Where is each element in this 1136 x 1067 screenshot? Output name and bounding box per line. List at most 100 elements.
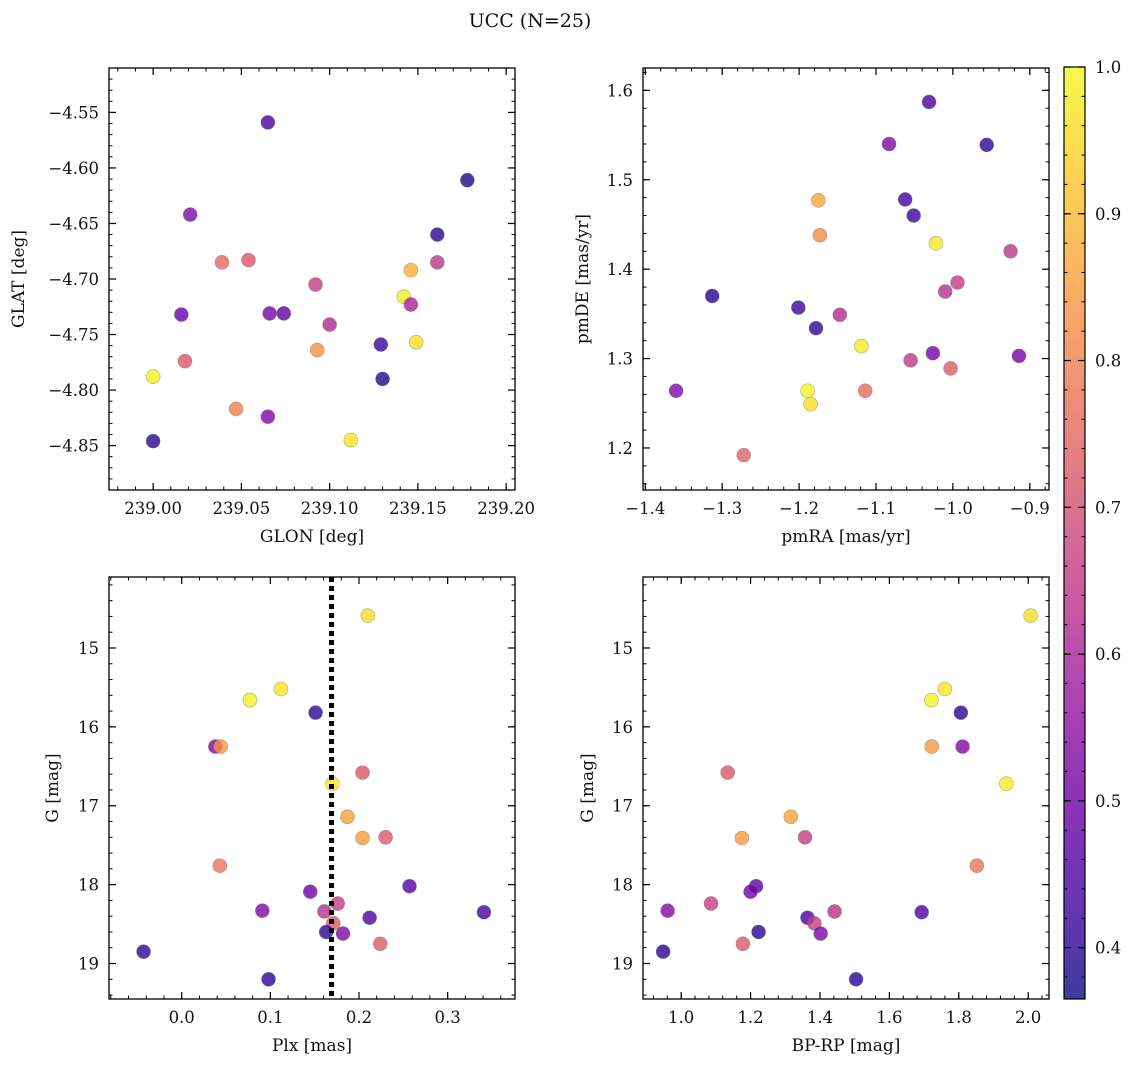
y-tick-label: 17 [612,797,633,816]
data-point [372,936,388,952]
y-axis-label: G [mag] [578,753,598,822]
x-tick-label: −1.0 [933,499,973,518]
x-tick-label: −1.2 [779,499,819,518]
y-tick-label: −4.85 [48,437,99,456]
data-point [969,858,985,873]
data-point [340,809,355,825]
data-point [360,608,376,623]
colorbar-tick-label: 0.5 [1095,792,1121,811]
data-point [145,369,161,385]
data-point [937,681,953,697]
y-tick-label: 1.3 [607,350,633,369]
x-tick-label: 239.00 [124,499,182,518]
data-point [668,383,684,399]
data-point [262,306,277,321]
y-tick-label: −4.75 [48,326,99,345]
proper-motion-panel: −1.4 −1.3 −1.2 −1.1 −1.0 −0.9 1.2 1.3 1.4 1.5 1.6 p… [573,67,1050,547]
data-point [212,858,228,873]
scatter-points [136,608,492,987]
data-point [343,432,359,448]
data-point [302,884,318,900]
y-tick-label: 16 [612,718,633,737]
scatter-points [655,608,1038,987]
y-tick-label: 1.6 [607,81,633,100]
data-point [800,383,815,399]
data-point [955,739,970,754]
data-point [924,739,940,754]
data-point [703,896,719,911]
data-point [943,361,958,376]
data-point [881,136,897,152]
x-tick-label: −1.4 [625,499,665,518]
data-point [362,910,377,926]
data-point [811,193,826,208]
y-tick-label: 19 [78,955,99,974]
data-point [255,903,270,918]
data-point [812,227,828,243]
y-tick-label: 1.2 [607,439,633,458]
y-tick-label: −4.80 [48,381,99,400]
data-point [460,172,475,188]
figure-title: UCC (N=25) [469,10,592,32]
data-point [735,936,751,952]
y-tick-label: −4.70 [48,270,99,289]
data-point [783,809,799,825]
x-tick-label: 1.0 [668,1008,694,1027]
data-point [242,692,258,708]
color-magnitude-panel: 1.0 1.2 1.4 1.6 1.8 2.0 15 16 17 18 19 BP-RP [mag] G… [578,576,1050,1056]
data-point [355,830,370,846]
data-point [241,252,256,268]
data-point [213,739,228,754]
data-point [403,262,419,278]
x-tick-label: 239.20 [477,499,535,518]
data-point [430,255,445,270]
data-point [402,878,417,894]
data-point [921,94,937,110]
minor-ticks [643,68,1049,490]
data-point [322,317,337,332]
x-tick-label: 0.1 [257,1008,283,1027]
x-tick-label: −1.3 [702,499,742,518]
data-point [373,337,389,352]
sky-position-panel: 239.00 239.05 239.10 239.15 239.20 −4.55 −4.60… [9,67,535,547]
y-axis-label: G [mag] [43,753,63,822]
x-tick-label: −1.1 [856,499,896,518]
colorbar-tick-label: 0.4 [1095,939,1121,958]
y-tick-label: 17 [78,797,99,816]
data-point [182,207,198,222]
data-point [924,692,939,708]
data-point [937,284,953,299]
data-point [408,334,424,350]
data-point [854,338,869,354]
x-axis-label: Plx [mas] [272,1036,352,1056]
data-point [378,829,393,845]
data-point [1011,348,1027,364]
y-tick-label: 16 [78,718,99,737]
data-point [906,208,921,223]
colorbar-tick-label: 0.7 [1095,498,1121,517]
data-point [1003,243,1018,259]
y-tick-label: 18 [78,876,99,895]
data-point [736,447,752,463]
data-point [655,944,671,959]
y-tick-label: 19 [612,955,633,974]
data-point [308,705,323,720]
y-tick-label: 15 [78,639,99,658]
data-point [355,765,370,780]
minor-ticks [643,577,1049,999]
data-point [925,345,941,361]
y-tick-label: −4.60 [48,159,99,178]
colorbar: 0.4 0.5 0.6 0.7 0.8 0.9 1.0 [1063,58,1121,1000]
colorbar-tick-label: 1.0 [1095,58,1121,77]
data-point [791,300,806,315]
data-point [953,705,969,720]
x-tick-label: 0.2 [346,1008,372,1027]
parallax-magnitude-panel: 0.0 0.1 0.2 0.3 15 16 17 18 19 Plx [mas] G [mag] [43,576,516,1056]
y-tick-label: −4.55 [48,103,99,122]
data-point [260,409,276,425]
data-point [903,353,918,368]
data-point [375,371,390,387]
data-point [999,776,1014,791]
data-point [797,829,813,845]
x-axis-label: BP-RP [mag] [792,1036,901,1056]
